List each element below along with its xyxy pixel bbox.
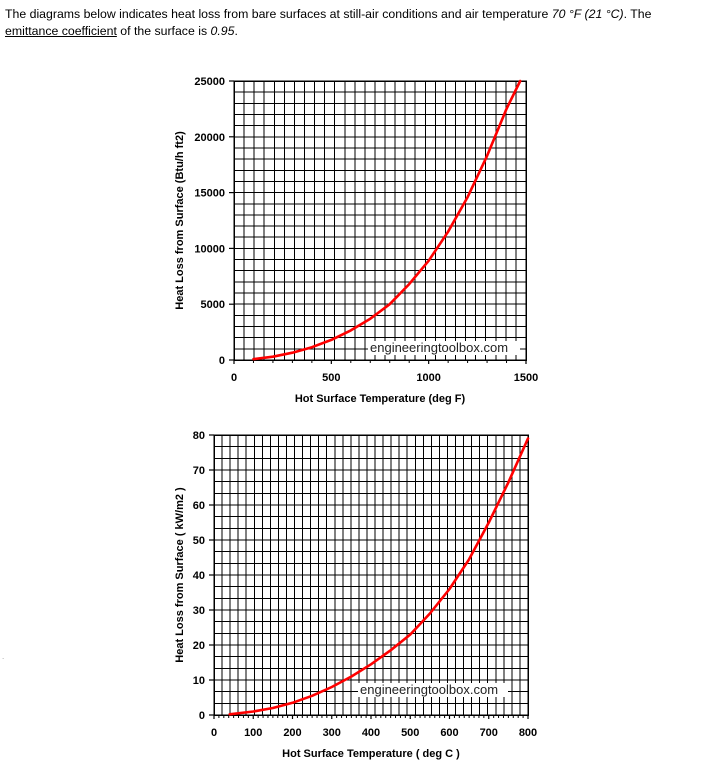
x-axis-label: Hot Surface Temperature (deg F) (295, 393, 466, 405)
x-tick-label: 1000 (416, 372, 440, 384)
x-tick-label: 0 (231, 372, 237, 384)
y-tick-label: 70 (193, 465, 205, 477)
x-tick-label: 400 (362, 727, 380, 739)
y-tick-label: 0 (219, 355, 225, 367)
y-tick-label: 80 (193, 430, 205, 442)
y-tick-label: 5000 (201, 299, 225, 311)
watermark-text: engineeringtoolbox.com (370, 340, 508, 355)
emittance-value: 0.95 (210, 24, 235, 38)
y-tick-label: 60 (193, 500, 205, 512)
intro-part-4: . (234, 24, 238, 38)
y-tick-label: 20000 (194, 132, 225, 144)
x-tick-label: 500 (401, 727, 419, 739)
y-tick-label: 25000 (194, 76, 225, 88)
y-axis-label: Heat Loss from Surface ( kW/m2 ) (174, 487, 186, 663)
intro-text: The diagrams below indicates heat loss f… (5, 6, 697, 40)
plot-area (234, 81, 526, 360)
x-axis-label: Hot Surface Temperature ( deg C ) (282, 748, 460, 760)
x-tick-label: 300 (323, 727, 341, 739)
emittance-coefficient-link[interactable]: emittance coefficient (5, 24, 117, 38)
y-tick-label: 30 (193, 605, 205, 617)
watermark-backdrop (368, 341, 520, 355)
series-line (228, 437, 530, 716)
x-tick-label: 700 (480, 727, 498, 739)
series-line (252, 79, 522, 361)
y-tick-label: 40 (193, 570, 205, 582)
grid (234, 81, 526, 360)
air-temperature: 70 °F (21 °C) (551, 7, 624, 21)
y-axis-label: Heat Loss from Surface (Btu/h ft2) (174, 131, 186, 310)
y-tick-label: 50 (193, 535, 205, 547)
y-tick-label: 15000 (194, 188, 225, 200)
y-tick-label: 20 (193, 640, 205, 652)
plot-frame (233, 80, 527, 361)
x-tick-label: 800 (519, 727, 537, 739)
x-tick-label: 1500 (514, 372, 538, 384)
intro-part-2: . The (623, 7, 652, 21)
grid (214, 435, 528, 715)
y-tick-label: 0 (199, 710, 205, 722)
x-tick-label: 200 (283, 727, 301, 739)
stray-mark: . (2, 652, 5, 661)
watermark-backdrop (358, 683, 508, 697)
chart-1: 0 5000 10000 15000 20000 25000 0 500 1000 1500 Hot… (174, 76, 538, 405)
intro-part-1: The diagrams below indicates heat loss f… (5, 7, 552, 21)
x-tick-label: 600 (440, 727, 458, 739)
x-tick-label: 500 (322, 372, 340, 384)
intro-part-3: of the surface is (116, 24, 211, 38)
x-tick-label: 0 (211, 727, 217, 739)
x-tick-label: 100 (244, 727, 262, 739)
watermark-text: engineeringtoolbox.com (360, 682, 498, 697)
y-tick-label: 10000 (194, 243, 225, 255)
y-tick-label: 10 (193, 675, 205, 687)
